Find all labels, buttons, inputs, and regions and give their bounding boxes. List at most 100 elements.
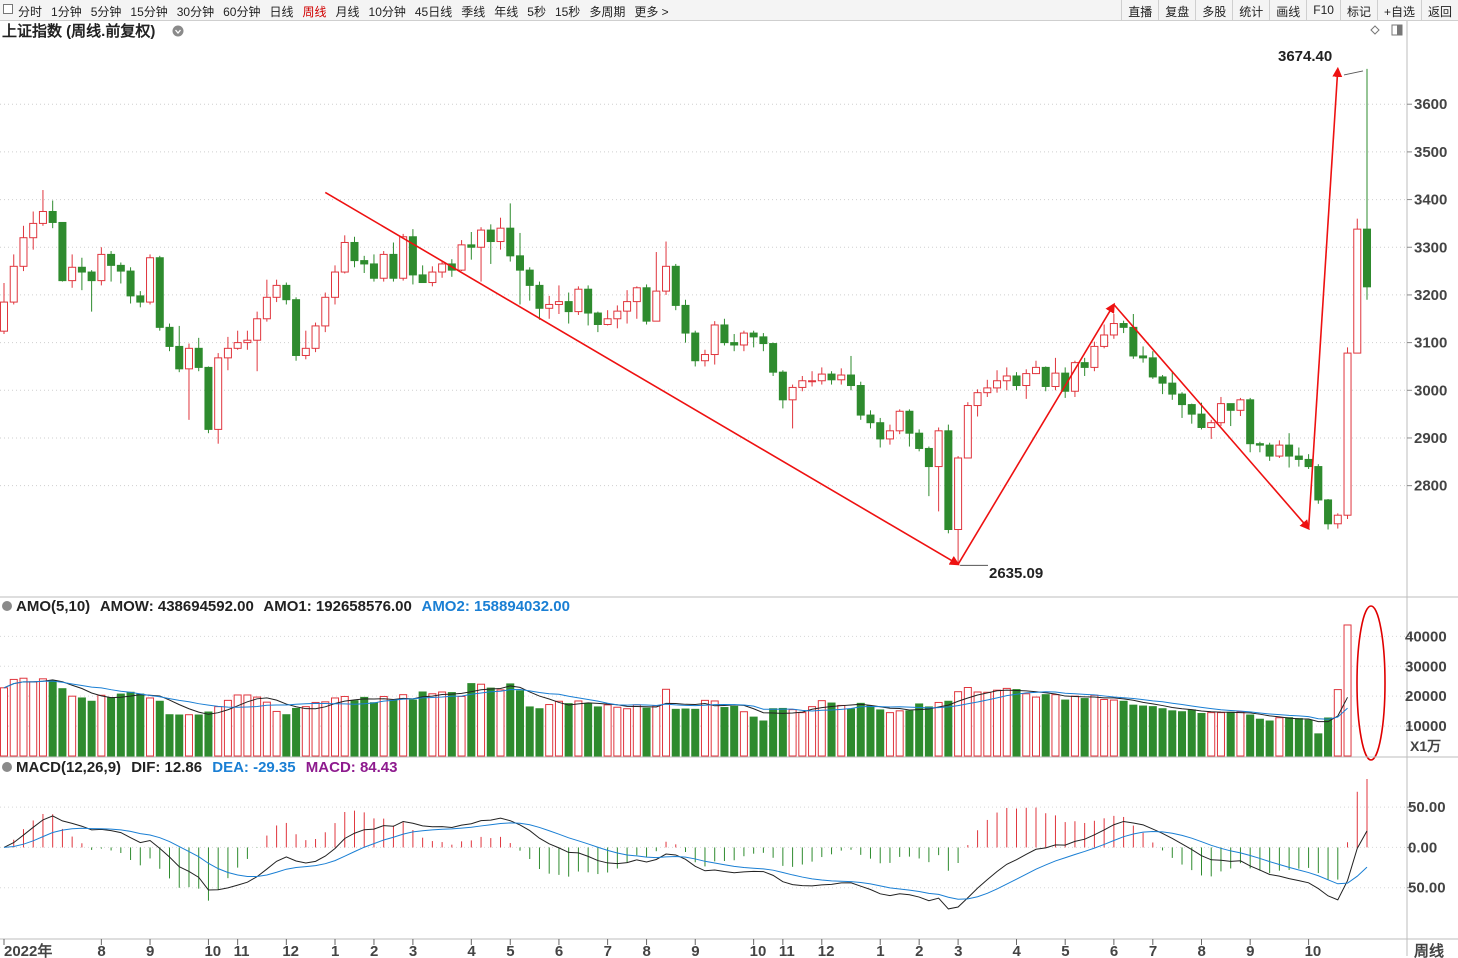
panel-toggle-icon[interactable] (3, 4, 13, 14)
amo-settings-icon[interactable] (2, 601, 12, 611)
candle-body (554, 301, 563, 305)
period-tab[interactable]: 更多 > (634, 5, 669, 19)
period-tab[interactable]: 年线 (494, 5, 519, 19)
candle-body (1100, 334, 1109, 347)
date-tick-label: 5 (1061, 943, 1069, 958)
tool-button[interactable]: +自选 (1376, 0, 1421, 20)
volume-tick-label: 10000 (1405, 718, 1447, 735)
volume-bar (506, 683, 515, 757)
volume-bar (778, 707, 787, 757)
tool-button[interactable]: 标记 (1339, 0, 1377, 20)
period-tab[interactable]: 5秒 (527, 5, 546, 19)
volume-bar (554, 700, 563, 757)
period-tab[interactable]: 分时 (18, 5, 43, 19)
price-tick-label: 3200 (1414, 287, 1447, 304)
period-tab[interactable]: 10分钟 (368, 5, 406, 19)
candle-body (1178, 393, 1187, 406)
volume-bar (165, 714, 174, 757)
volume-bar (593, 706, 602, 757)
trend-line (1113, 303, 1310, 531)
dea-value: DEA: -29.35 (212, 759, 295, 776)
macd-tick-label: 50.00 (1408, 880, 1446, 897)
volume-bar (652, 705, 661, 757)
tool-button[interactable]: 画线 (1269, 0, 1306, 20)
candle-body (837, 374, 846, 381)
period-tab[interactable]: 多周期 (589, 5, 626, 19)
volume-bar (642, 707, 651, 757)
candle-body (126, 270, 135, 297)
volume-bar (1080, 698, 1089, 757)
date-tick-label: 1 (876, 943, 884, 958)
macd-settings-icon[interactable] (2, 762, 12, 772)
candlestick-series (0, 68, 1372, 565)
candle-body (340, 241, 349, 273)
period-tab[interactable]: 30分钟 (176, 5, 215, 19)
date-tick-label: 11 (234, 943, 250, 958)
candle-body (1255, 443, 1264, 446)
period-tab[interactable]: 1分钟 (51, 5, 82, 19)
candle-body (593, 312, 602, 325)
tool-button[interactable]: 直播 (1121, 0, 1158, 20)
period-tab[interactable]: 60分钟 (223, 5, 261, 19)
candle-body (438, 263, 447, 273)
date-tick-label: 10 (750, 943, 767, 958)
volume-bar (447, 692, 456, 757)
period-tab[interactable]: 日线 (269, 5, 294, 19)
tool-button[interactable]: 返回 (1420, 0, 1458, 20)
candle-body (1090, 345, 1099, 368)
candle-body (1031, 366, 1040, 375)
candle-body (769, 343, 778, 373)
candle-body (389, 253, 398, 279)
title-dropdown-icon[interactable] (172, 25, 184, 37)
candle-body (963, 405, 972, 459)
tool-button[interactable]: 统计 (1232, 0, 1269, 20)
candle-body (525, 269, 534, 286)
volume-bar (1022, 693, 1031, 757)
candle-body (1012, 375, 1021, 387)
candle-body (983, 387, 992, 394)
amo-volume-panel: AMO(5,10) AMOW: 438694592.00 AMO1: 19265… (0, 598, 1458, 761)
tool-button[interactable]: 复盘 (1158, 0, 1195, 20)
volume-bar (331, 697, 340, 757)
chart-canvas[interactable]: 2800 2900 3000 3100 3200 3300 3400 3500 3600 上证指… (0, 21, 1458, 958)
candle-body (1265, 444, 1274, 457)
amow-value: AMOW: 438694592.00 (100, 598, 254, 615)
candle-body (1304, 458, 1313, 468)
candle-body (175, 345, 184, 370)
volume-bar (1148, 706, 1157, 757)
tool-button[interactable]: F10 (1306, 0, 1340, 20)
date-tick-label: 3 (409, 943, 417, 958)
candle-body (506, 227, 515, 257)
candle-body (1041, 366, 1050, 387)
period-tab[interactable]: 季线 (461, 5, 486, 19)
period-tab[interactable]: 15分钟 (130, 5, 168, 19)
title-dropdown-chevron-icon (175, 29, 181, 35)
volume-bar (1226, 711, 1235, 757)
date-tick-label: 3 (954, 943, 962, 958)
volume-bar (223, 699, 232, 757)
period-tab[interactable]: 月线 (335, 5, 360, 19)
candle-body (428, 271, 437, 284)
volume-bar (584, 703, 593, 757)
period-tab[interactable]: 周线 (302, 5, 327, 19)
period-tab[interactable]: 5分钟 (90, 5, 122, 19)
candle-body (778, 371, 787, 401)
candle-body (1109, 323, 1118, 336)
amo-legend: AMO(5,10) AMOW: 438694592.00 AMO1: 19265… (16, 598, 570, 615)
period-tab[interactable]: 15秒 (554, 5, 581, 19)
volume-bar (1265, 720, 1274, 757)
candle-body (739, 332, 748, 346)
tool-button[interactable]: 多股 (1195, 0, 1232, 20)
volume-bar (1216, 712, 1225, 757)
volume-bar (1187, 709, 1196, 757)
volume-bar (895, 710, 904, 757)
volume-bar (389, 699, 398, 757)
candle-body (233, 342, 242, 349)
volume-bar (720, 707, 729, 757)
diamond-icon[interactable] (1370, 25, 1380, 35)
date-tick-label: 7 (1149, 943, 1157, 958)
volume-bar (399, 694, 408, 757)
candle-body (876, 422, 885, 440)
date-tick-label: 2 (915, 943, 923, 958)
period-tab[interactable]: 45日线 (414, 5, 453, 19)
